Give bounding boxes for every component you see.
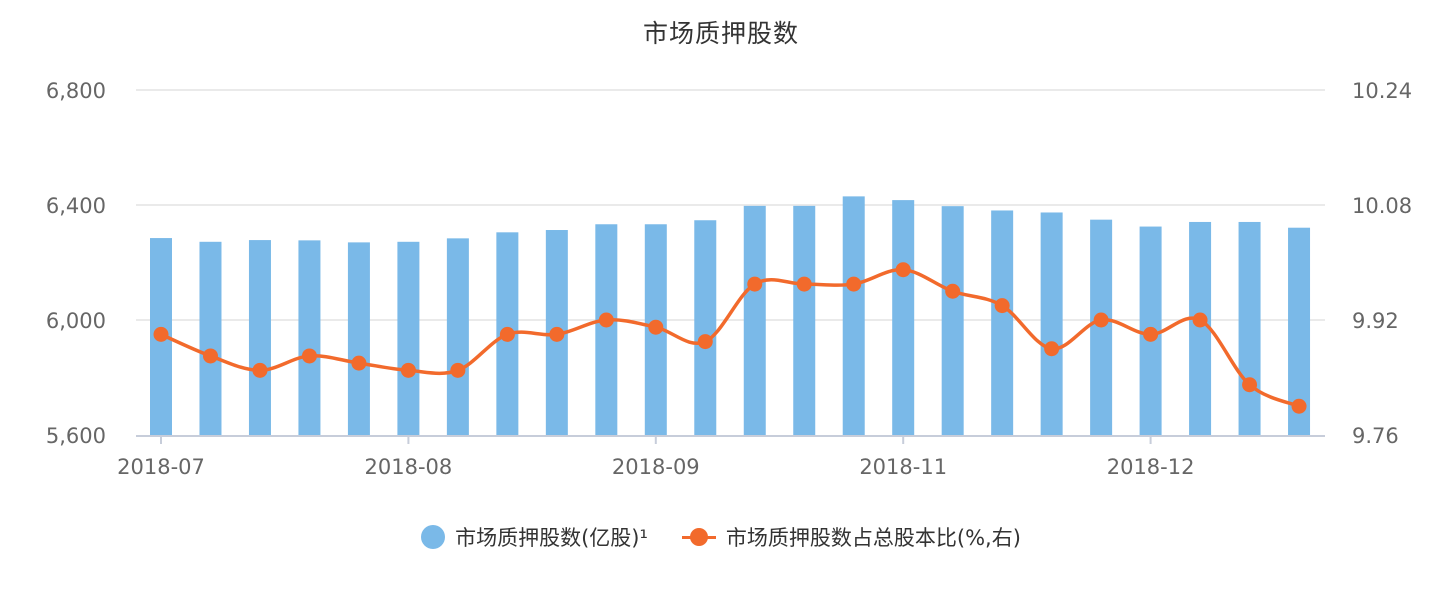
line-point[interactable]	[747, 276, 763, 292]
x-tick-label: 2018-08	[365, 455, 453, 479]
chart-plot: 6,800 10.24 6,400 10.08 6,000 9.92 5,600 9.76 20…	[46, 79, 1412, 479]
line-point[interactable]	[945, 283, 961, 299]
axes	[136, 435, 1325, 444]
line-point[interactable]	[1291, 398, 1307, 414]
x-tick-label: 2018-07	[117, 455, 205, 479]
line-point[interactable]	[1143, 326, 1159, 342]
bar[interactable]	[941, 206, 964, 435]
line-point[interactable]	[499, 326, 515, 342]
line-point[interactable]	[1242, 377, 1258, 393]
line-point[interactable]	[400, 362, 416, 378]
legend-label-bars: 市场质押股数(亿股)¹	[455, 526, 648, 550]
y-left-tick-label: 6,000	[46, 309, 106, 333]
bar[interactable]	[1288, 227, 1311, 435]
legend-entry-bars[interactable]: 市场质押股数(亿股)¹	[421, 522, 648, 552]
legend-label-line: 市场质押股数占总股本比(%,右)	[725, 526, 1021, 550]
line-point[interactable]	[895, 262, 911, 278]
legend-bar-marker-icon	[421, 525, 446, 549]
y-left-tick-label: 6,800	[46, 79, 106, 103]
gridlines	[136, 89, 1325, 321]
line-point[interactable]	[252, 362, 268, 378]
line-point[interactable]	[351, 355, 367, 371]
x-tick-label: 2018-11	[859, 455, 947, 479]
bar[interactable]	[892, 200, 915, 435]
line-series	[153, 262, 1307, 414]
line-point[interactable]	[450, 362, 466, 378]
line-point[interactable]	[153, 326, 169, 342]
x-tick-label: 2018-09	[612, 455, 700, 479]
line-point[interactable]	[301, 348, 317, 364]
tick-labels: 6,800 10.24 6,400 10.08 6,000 9.92 5,600 9.76 20…	[46, 79, 1412, 479]
bar[interactable]	[347, 242, 370, 435]
bar[interactable]	[743, 205, 766, 435]
bar[interactable]	[1238, 221, 1261, 435]
bar[interactable]	[248, 240, 271, 435]
y-right-tick-label: 9.92	[1352, 309, 1399, 333]
line-point[interactable]	[648, 319, 664, 335]
bar[interactable]	[1040, 212, 1063, 435]
chart-title: 市场质押股数	[642, 19, 799, 48]
line-point[interactable]	[994, 298, 1010, 314]
line-point[interactable]	[1093, 312, 1109, 328]
bar[interactable]	[1189, 221, 1212, 435]
line-point[interactable]	[549, 326, 565, 342]
bar[interactable]	[199, 241, 222, 435]
bar[interactable]	[298, 240, 321, 435]
y-right-tick-label: 10.24	[1352, 79, 1412, 103]
bar[interactable]	[397, 241, 420, 435]
y-left-tick-label: 5,600	[46, 424, 106, 448]
y-right-tick-label: 10.08	[1352, 194, 1412, 218]
line-point[interactable]	[1192, 312, 1208, 328]
line-point[interactable]	[697, 334, 713, 350]
y-right-tick-label: 9.76	[1352, 424, 1399, 448]
bar[interactable]	[991, 210, 1014, 435]
bar[interactable]	[842, 196, 865, 435]
line-series-path	[160, 267, 1300, 408]
y-left-tick-label: 6,400	[46, 194, 106, 218]
bar[interactable]	[446, 238, 469, 435]
bar[interactable]	[793, 205, 816, 435]
legend-entry-line[interactable]: 市场质押股数占总股本比(%,右)	[681, 522, 1021, 552]
legend: 市场质押股数(亿股)¹ 市场质押股数占总股本比(%,右)	[0, 522, 1442, 552]
line-point[interactable]	[598, 312, 614, 328]
x-tick-label: 2018-12	[1107, 455, 1195, 479]
line-point[interactable]	[846, 276, 862, 292]
line-point[interactable]	[796, 276, 812, 292]
line-point[interactable]	[202, 348, 218, 364]
line-point[interactable]	[1044, 341, 1060, 357]
legend-line-marker-icon	[681, 525, 716, 549]
bar[interactable]	[694, 220, 717, 435]
bar[interactable]	[595, 224, 618, 435]
